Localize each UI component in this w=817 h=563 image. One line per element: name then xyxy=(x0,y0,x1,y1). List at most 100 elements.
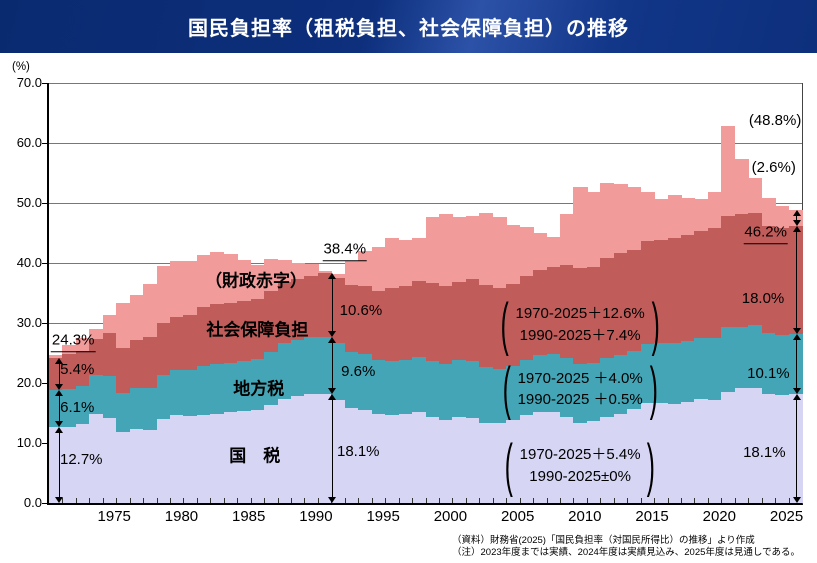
bar-1983-fiscal-deficit xyxy=(223,254,238,303)
arrow-line xyxy=(58,430,60,499)
bar-1996-national-tax xyxy=(398,413,413,503)
year-tick xyxy=(519,498,521,503)
bar-1973-fiscal-deficit xyxy=(89,329,104,339)
bar-2011-fiscal-deficit xyxy=(600,182,615,258)
range-arrow xyxy=(792,225,801,334)
year-tick xyxy=(425,498,427,503)
bar-1991-local-tax xyxy=(331,342,346,400)
chart-title: 国民負担率（租税負担、社会保障負担）の推移 xyxy=(188,18,629,40)
bar-2017-social-security xyxy=(680,234,696,341)
bar-1970-social-security xyxy=(49,357,64,391)
bar-2013-local-tax xyxy=(627,350,642,409)
arrow-head-down xyxy=(55,496,64,503)
bar-2002-national-tax xyxy=(479,423,494,503)
change-social-line: 1970-2025＋12.6% xyxy=(515,305,645,323)
bar-2021-national-tax xyxy=(734,387,749,503)
bar-1983-national-tax xyxy=(223,412,238,503)
bar-2002-fiscal-deficit xyxy=(479,212,494,285)
bar-1989-national-tax xyxy=(304,393,319,503)
x-tick-label-1995: 1995 xyxy=(366,508,400,525)
rate-2025-deficit: (2.6%) xyxy=(751,158,796,176)
bar-2004-fiscal-deficit xyxy=(506,225,521,284)
bar-2001-fiscal-deficit xyxy=(465,216,480,280)
range-arrow xyxy=(55,390,64,427)
bar-2023-social-security xyxy=(761,226,776,334)
bar-2011-local-tax xyxy=(600,357,615,417)
arrow-head-up xyxy=(792,394,801,401)
bar-1985-local-tax xyxy=(250,359,265,410)
bar-1982-local-tax xyxy=(210,363,225,414)
bar-1995-fiscal-deficit xyxy=(385,238,400,289)
bar-2008-fiscal-deficit xyxy=(559,213,575,265)
bar-2003-social-security xyxy=(492,287,507,370)
bar-2022-local-tax xyxy=(748,325,763,389)
note-line: （注）2023年度までは実績、2024年度は実績見込み、2025年度は見通しであ… xyxy=(452,546,801,558)
bar-1984-local-tax xyxy=(237,361,252,412)
bar-2017-national-tax xyxy=(680,401,696,503)
x-tick-label-2020: 2020 xyxy=(702,508,736,525)
bar-1979-social-security xyxy=(170,317,185,371)
bar-1979-fiscal-deficit xyxy=(170,261,185,317)
bar-2020-social-security xyxy=(721,215,736,328)
title-banner: 国民負担率（租税負担、社会保障負担）の推移 xyxy=(0,0,817,53)
year-tick xyxy=(116,498,118,503)
bar-2010-national-tax xyxy=(586,420,601,503)
bar-1987-local-tax xyxy=(277,343,292,399)
bar-1979-local-tax xyxy=(170,370,185,416)
bar-1991-fiscal-deficit xyxy=(331,274,346,278)
bar-2019-fiscal-deficit xyxy=(707,191,723,228)
bar-1994-national-tax xyxy=(371,414,386,503)
range-arrow xyxy=(328,273,337,337)
arrow-line xyxy=(796,398,798,499)
year-tick xyxy=(479,498,481,503)
bar-1970-local-tax xyxy=(49,390,64,427)
bar-2000-fiscal-deficit xyxy=(452,217,467,282)
bar-2012-social-security xyxy=(613,253,628,355)
bar-1980-local-tax xyxy=(183,369,198,416)
bar-1985-fiscal-deficit xyxy=(250,264,265,299)
x-tick-label-1980: 1980 xyxy=(164,508,199,525)
y-tick-stub xyxy=(42,203,47,204)
bar-1972-fiscal-deficit xyxy=(75,338,91,351)
year-tick xyxy=(291,498,293,503)
source-line: （資料）財務省(2025)「国民負担率（対国民所得比）の推移」より作成 xyxy=(452,535,755,546)
bar-2005-fiscal-deficit xyxy=(519,227,534,276)
y-tick-stub xyxy=(42,443,47,444)
rate-1990-local: 9.6% xyxy=(341,362,376,380)
bracket-close: ) xyxy=(647,432,656,498)
rate-1970-national: 12.7% xyxy=(59,450,103,468)
bar-1996-social-security xyxy=(398,286,413,360)
year-tick xyxy=(264,498,266,503)
y-tick-label-0.0: 0.0 xyxy=(23,495,42,510)
gridline-50 xyxy=(49,203,802,204)
bar-1980-social-security xyxy=(183,315,198,370)
rate-1990-social: 10.6% xyxy=(339,301,383,319)
bar-1992-fiscal-deficit xyxy=(344,261,359,286)
year-tick xyxy=(748,498,750,503)
year-tick xyxy=(156,498,158,503)
bar-1992-local-tax xyxy=(344,352,359,409)
bar-1972-social-security xyxy=(75,350,91,386)
bracket-open: ( xyxy=(500,291,509,357)
range-arrow xyxy=(792,210,801,226)
bar-1990-local-tax xyxy=(317,336,333,395)
rate-2025-total: 46.2% xyxy=(743,224,788,244)
bar-1984-fiscal-deficit xyxy=(237,260,252,302)
change-national: (1970-2025＋5.4% 1990-2025±0%) xyxy=(499,432,661,498)
bar-1998-social-security xyxy=(425,283,440,361)
bar-1993-fiscal-deficit xyxy=(358,251,373,286)
year-tick xyxy=(385,498,387,503)
bar-2002-social-security xyxy=(479,284,494,368)
bar-1997-social-security xyxy=(412,281,427,357)
bar-2019-local-tax xyxy=(707,338,723,400)
bar-1977-fiscal-deficit xyxy=(143,284,158,337)
bar-1997-fiscal-deficit xyxy=(412,237,427,281)
year-tick xyxy=(788,498,790,503)
arrow-head-down xyxy=(792,327,801,334)
bar-1987-social-security xyxy=(277,282,292,344)
arrow-head-up xyxy=(792,225,801,232)
bar-1999-fiscal-deficit xyxy=(438,213,454,287)
bar-1976-local-tax xyxy=(129,388,144,430)
bar-1973-national-tax xyxy=(89,414,104,503)
series-label-deficit: （財政赤字） xyxy=(205,271,308,291)
